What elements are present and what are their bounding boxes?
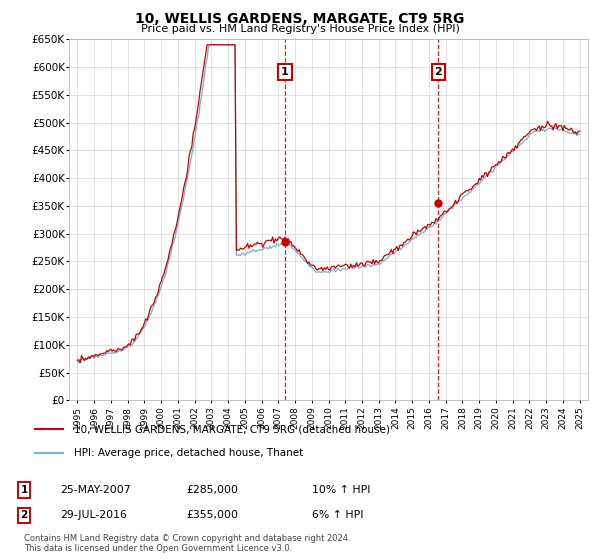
Text: Price paid vs. HM Land Registry's House Price Index (HPI): Price paid vs. HM Land Registry's House … bbox=[140, 24, 460, 34]
Text: 2: 2 bbox=[434, 67, 442, 77]
Text: 1: 1 bbox=[20, 485, 28, 495]
Text: 1: 1 bbox=[281, 67, 289, 77]
Text: £285,000: £285,000 bbox=[186, 485, 238, 495]
Text: 10% ↑ HPI: 10% ↑ HPI bbox=[312, 485, 371, 495]
Text: Contains HM Land Registry data © Crown copyright and database right 2024.
This d: Contains HM Land Registry data © Crown c… bbox=[24, 534, 350, 553]
Text: 10, WELLIS GARDENS, MARGATE, CT9 5RG (detached house): 10, WELLIS GARDENS, MARGATE, CT9 5RG (de… bbox=[74, 424, 389, 435]
Text: 25-MAY-2007: 25-MAY-2007 bbox=[60, 485, 131, 495]
Text: 6% ↑ HPI: 6% ↑ HPI bbox=[312, 510, 364, 520]
Text: HPI: Average price, detached house, Thanet: HPI: Average price, detached house, Than… bbox=[74, 447, 303, 458]
Text: 29-JUL-2016: 29-JUL-2016 bbox=[60, 510, 127, 520]
Text: 2: 2 bbox=[20, 510, 28, 520]
Text: 10, WELLIS GARDENS, MARGATE, CT9 5RG: 10, WELLIS GARDENS, MARGATE, CT9 5RG bbox=[136, 12, 464, 26]
Text: £355,000: £355,000 bbox=[186, 510, 238, 520]
